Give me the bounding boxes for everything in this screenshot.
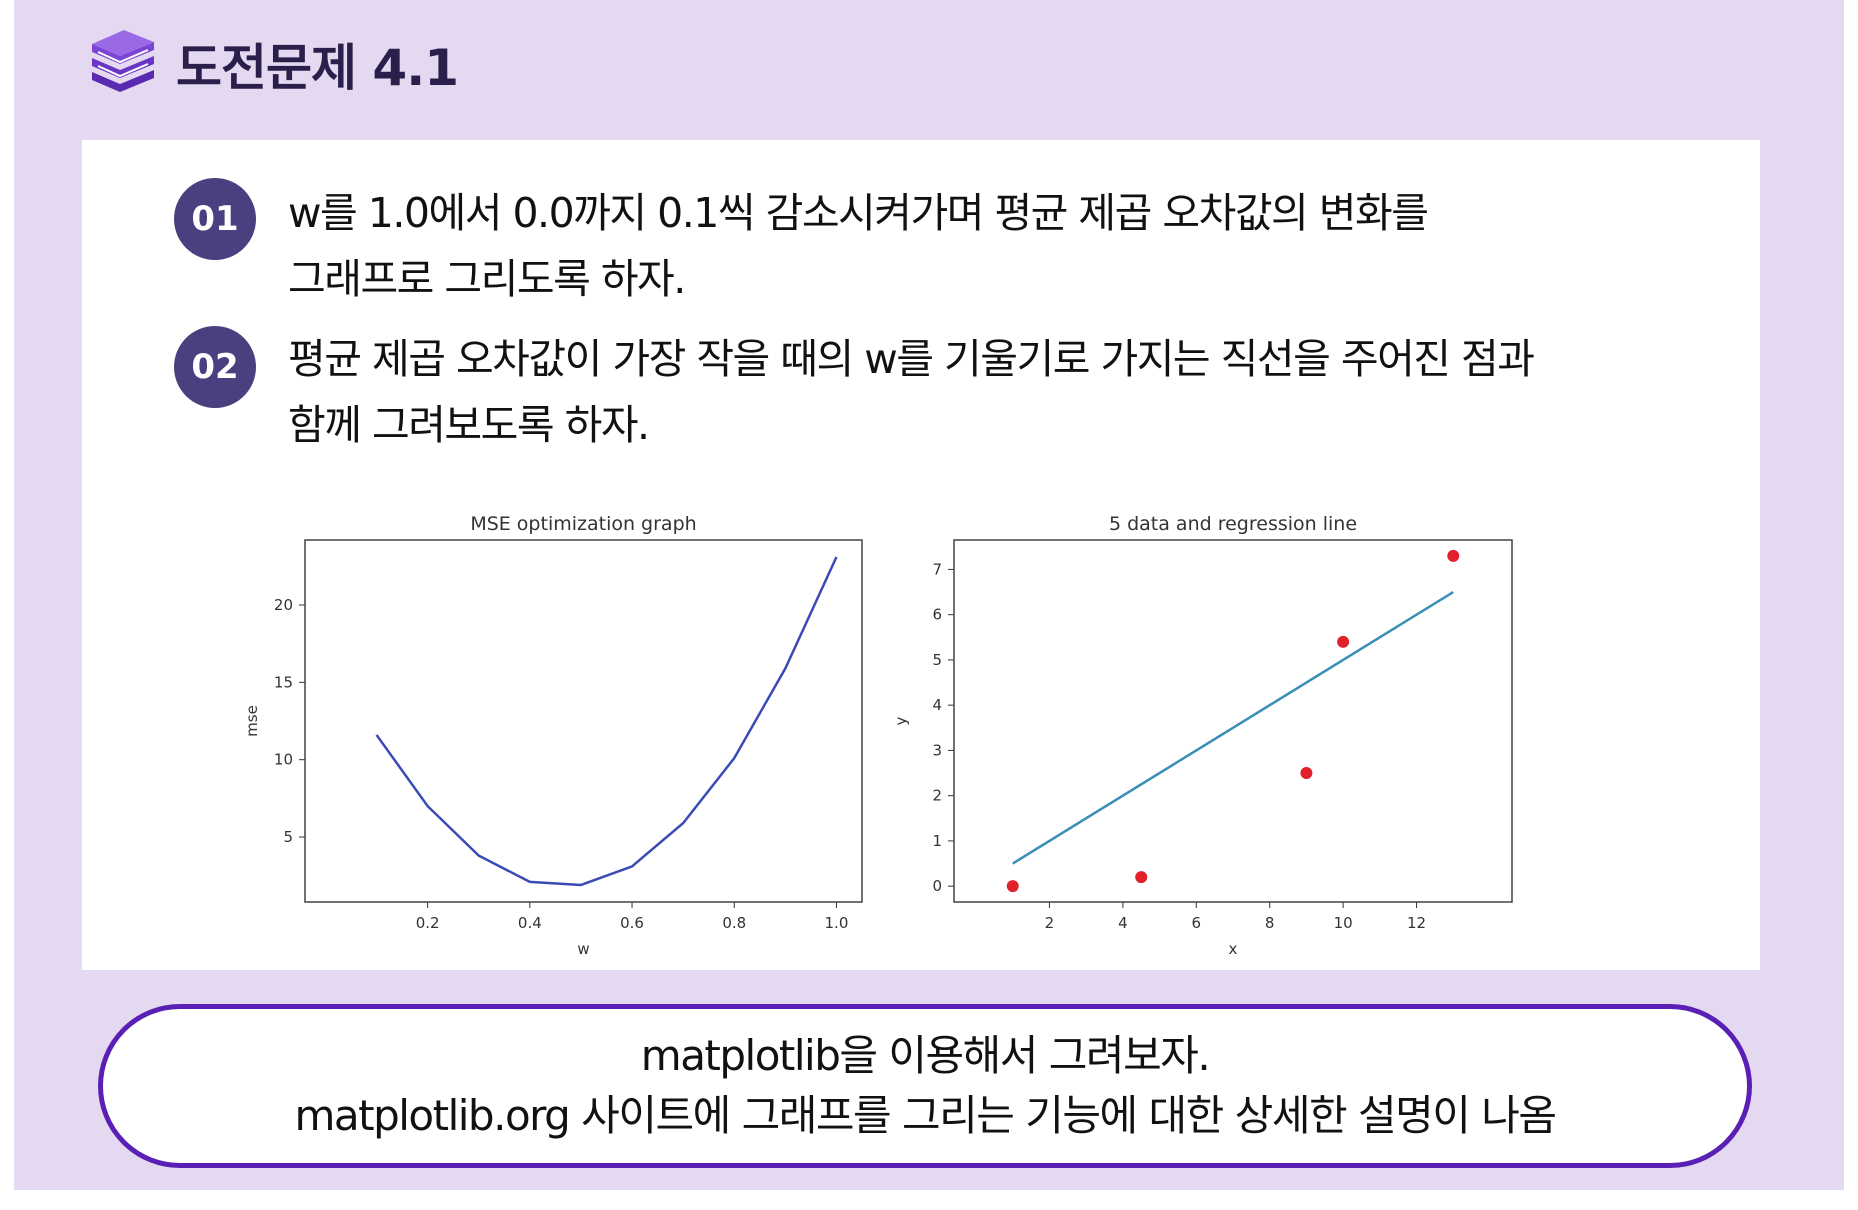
regression-chart-ytick-label: 7 xyxy=(932,560,942,578)
book-stack-icon xyxy=(92,30,154,92)
data-point xyxy=(1006,880,1019,893)
mse-chart-xtick-label: 0.6 xyxy=(620,914,644,932)
mse-series-line xyxy=(375,556,838,887)
regression-chart-ytick-label: 0 xyxy=(932,877,942,895)
mse-chart-xtick-label: 0.4 xyxy=(518,914,542,932)
regression-chart-ytick-label: 1 xyxy=(932,832,942,850)
task-02-line-1: 평균 제곱 오차값이 가장 작을 때의 w를 기울기로 가지는 직선을 주어진 … xyxy=(288,335,1535,383)
mse-chart-xtick-label: 0.8 xyxy=(722,914,746,932)
mse-chart-xtick-label: 1.0 xyxy=(825,914,849,932)
regression-chart-ytick-label: 3 xyxy=(932,741,942,759)
mse-chart-title: MSE optimization graph xyxy=(470,513,696,535)
regression-chart-ylabel: y xyxy=(892,716,910,725)
note-line-2: matplotlib.org 사이트에 그래프를 그리는 기능에 대한 상세한 … xyxy=(294,1091,1557,1140)
data-point xyxy=(1135,871,1148,884)
page-title: 도전문제 4.1 xyxy=(176,39,459,97)
mse-chart-ytick-label: 10 xyxy=(274,751,293,769)
regression-chart-xtick-label: 4 xyxy=(1118,914,1128,932)
content-panel xyxy=(82,140,1760,970)
mse-chart-ytick-label: 20 xyxy=(274,596,293,614)
regression-chart-xlabel: x xyxy=(1229,940,1238,958)
task-01-line-2: 그래프로 그리도록 하자. xyxy=(288,255,686,303)
data-point xyxy=(1447,549,1460,562)
task-text-01: w를 1.0에서 0.0까지 0.1씩 감소시켜가며 평균 제곱 오차값의 변화… xyxy=(288,180,1429,312)
regression-chart-xtick-label: 2 xyxy=(1045,914,1055,932)
mse-chart-ytick-label: 15 xyxy=(274,673,293,691)
regression-chart-ytick-label: 4 xyxy=(932,696,942,714)
mse-chart-frame xyxy=(304,539,863,903)
task-number-01: 01 xyxy=(174,178,256,260)
regression-chart-ytick-label: 2 xyxy=(932,787,942,805)
mse-chart-xtick-label: 0.2 xyxy=(416,914,440,932)
regression-chart-xtick-label: 6 xyxy=(1192,914,1202,932)
task-text-02: 평균 제곱 오차값이 가장 작을 때의 w를 기울기로 가지는 직선을 주어진 … xyxy=(288,326,1535,458)
regression-chart-ytick-label: 6 xyxy=(932,606,942,624)
data-point xyxy=(1300,767,1313,780)
mse-chart-ylabel: mse xyxy=(243,705,261,737)
mse-chart-xlabel: w xyxy=(577,940,589,958)
regression-chart-xtick-label: 10 xyxy=(1334,914,1353,932)
regression-chart-title: 5 data and regression line xyxy=(1109,513,1357,535)
data-point xyxy=(1337,635,1350,648)
regression-chart-xtick-label: 12 xyxy=(1407,914,1426,932)
note-box: matplotlib을 이용해서 그려보자. matplotlib.org 사이… xyxy=(98,1004,1752,1168)
regression-line xyxy=(1012,590,1454,865)
regression-chart-xtick-label: 8 xyxy=(1265,914,1275,932)
regression-chart-ytick-label: 5 xyxy=(932,651,942,669)
mse-optimization-chart: MSE optimization graph 0.2 0.4 0.6 0.8 1.0 5 10… xyxy=(243,513,863,958)
task-number-02: 02 xyxy=(174,326,256,408)
note-line-1: matplotlib을 이용해서 그려보자. xyxy=(640,1031,1211,1080)
regression-chart-frame xyxy=(953,539,1513,903)
mse-chart-ytick-label: 5 xyxy=(283,828,293,846)
task-01-line-1: w를 1.0에서 0.0까지 0.1씩 감소시켜가며 평균 제곱 오차값의 변화… xyxy=(288,189,1429,237)
task-02-line-2: 함께 그려보도록 하자. xyxy=(288,401,650,449)
